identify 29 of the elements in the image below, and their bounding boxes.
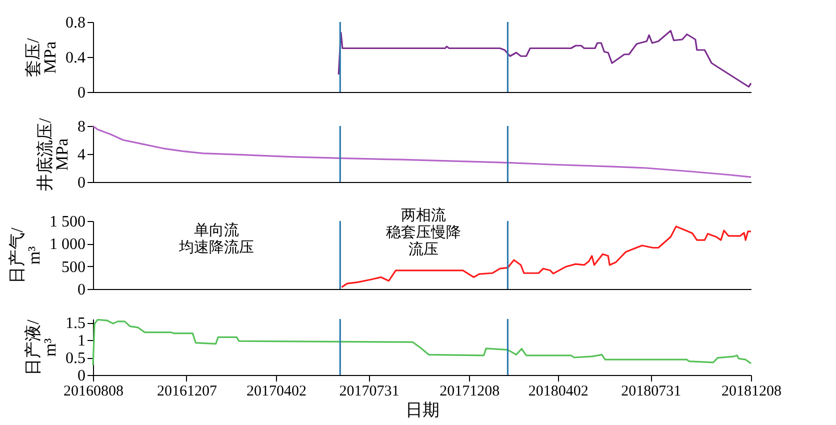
y-tick-label: 0.8 [66,14,86,32]
y-tick-label: 1 [78,332,86,350]
x-tick-label: 20180402 [528,384,588,400]
y-tick-label: 0.4 [66,50,86,66]
y-tick-label: 0.5 [66,350,86,367]
x-tick-label: 20171208 [440,384,500,400]
y-axis-title: 日产液/ m³ [24,319,60,376]
y-tick-label: 500 [62,258,86,276]
annotation: 单向流均速降流压 [178,222,254,256]
annotation: 两相流稳套压慢降流压 [386,207,462,258]
x-tick-label: 20180731 [621,384,682,400]
y-tick-label: 1 500 [50,214,86,230]
y-tick-label: 1 000 [50,236,86,254]
x-tick-label: 20170402 [246,384,307,400]
y-axis-title: 套压/ MPa [24,38,60,77]
y-axis-title: 井底流压/ MPa [36,118,72,191]
y-tick-label: 4 [78,146,86,164]
y-tick-label: 0 [78,84,86,102]
x-tick-label: 20181208 [722,384,782,400]
y-tick-label: 8 [78,118,86,136]
x-axis-title: 日期 [406,400,440,420]
y-tick-label: 1.5 [66,315,86,332]
x-tick-label: 20170731 [339,384,400,400]
y-tick-label: 0 [78,368,86,384]
x-tick-label: 20161207 [156,384,218,400]
y-tick-label: 0 [78,174,86,192]
x-tick-label: 20160808 [64,384,124,400]
y-axis-title: 日产气/ m³ [8,227,44,284]
y-tick-label: 0 [78,282,86,298]
